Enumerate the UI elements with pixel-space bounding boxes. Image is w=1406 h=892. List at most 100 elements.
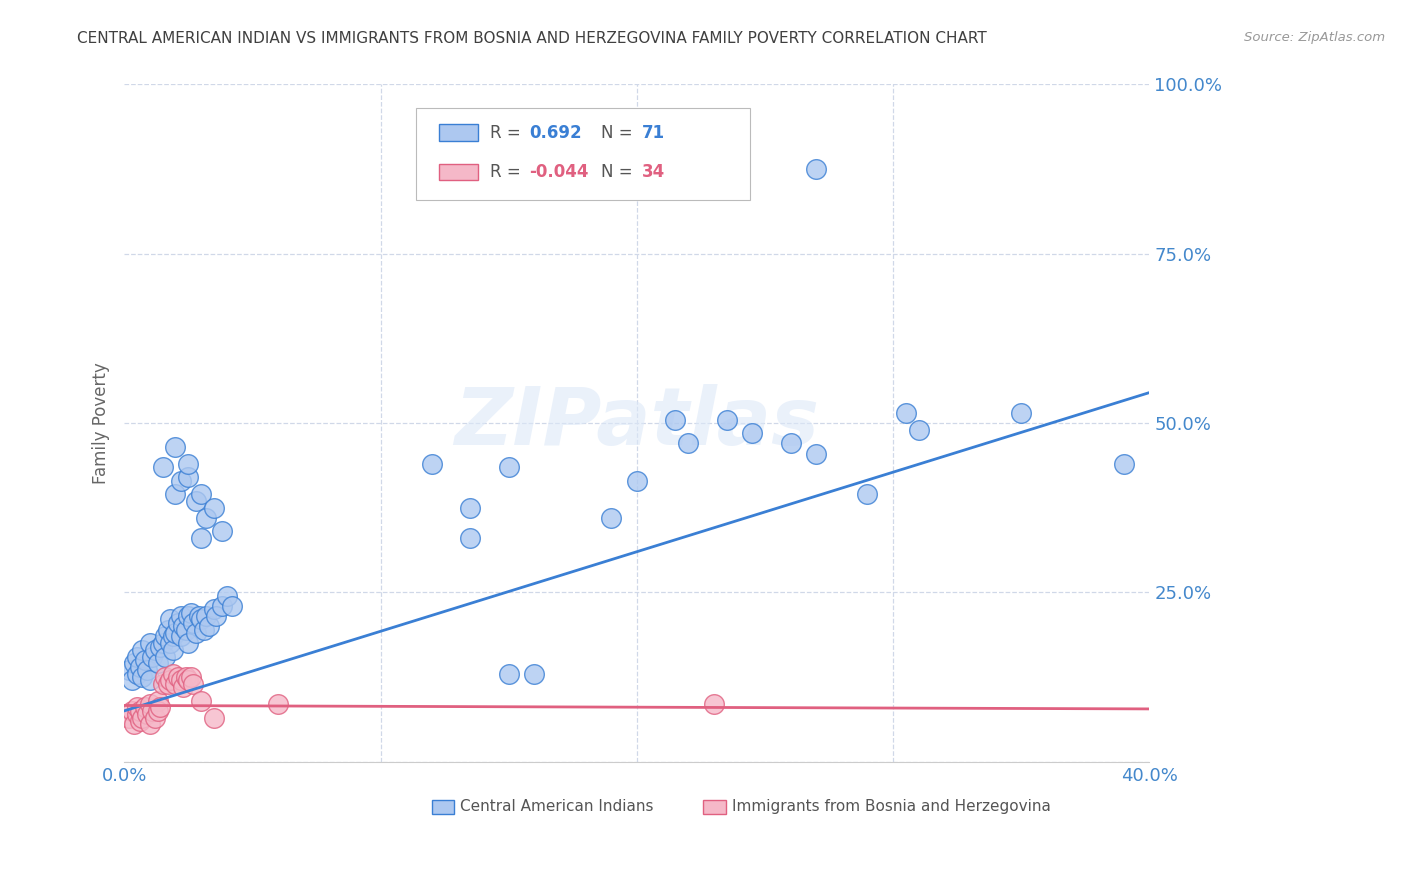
Point [149,640,172,654]
Point [121,673,143,688]
Point [600,511,623,525]
Bar [703,800,725,814]
Point [177,636,200,650]
Point [169,474,191,488]
Point [184,626,207,640]
Point [205,609,228,624]
Point [136,663,159,677]
Point [118,663,141,677]
Point [156,677,179,691]
Point [221,599,243,613]
Point [128,660,150,674]
Point [143,711,166,725]
Point [131,643,153,657]
Point [165,487,187,501]
Point [458,531,481,545]
Point [139,673,162,688]
Point [202,711,225,725]
Point [177,673,200,688]
Point [1010,406,1032,420]
Point [162,643,184,657]
Point [131,711,153,725]
Point [146,657,169,671]
Point [146,694,169,708]
Point [894,406,917,420]
Point [152,460,174,475]
Point [152,636,174,650]
Point [177,457,200,471]
Point [155,670,177,684]
Point [141,649,163,664]
Text: ZIPatlas: ZIPatlas [454,384,820,462]
Point [211,524,233,539]
Text: 34: 34 [643,163,665,181]
Point [155,649,177,664]
Text: Source: ZipAtlas.com: Source: ZipAtlas.com [1244,31,1385,45]
Point [131,670,153,684]
Point [165,677,187,691]
Text: -0.044: -0.044 [529,163,589,181]
Point [128,714,150,728]
Point [134,653,156,667]
Point [187,609,209,624]
Point [159,673,181,688]
Point [159,636,181,650]
Point [124,657,146,671]
Point [165,440,187,454]
Point [118,711,141,725]
Text: R =: R = [491,124,526,142]
Point [177,470,200,484]
Point [779,436,801,450]
Point [190,612,212,626]
Text: N =: N = [600,124,638,142]
Point [149,700,172,714]
Point [180,670,202,684]
Point [202,500,225,515]
Point [193,623,215,637]
Text: 0.692: 0.692 [529,124,582,142]
Point [676,436,699,450]
Point [907,423,929,437]
Point [172,619,194,633]
Point [806,446,828,460]
Point [211,599,233,613]
Point [139,717,162,731]
Point [174,670,197,684]
Point [703,697,725,711]
Point [523,666,546,681]
Point [195,511,218,525]
Point [162,629,184,643]
Point [202,602,225,616]
Point [139,697,162,711]
Point [190,531,212,545]
Text: R =: R = [491,163,526,181]
Point [167,615,190,630]
Text: Central American Indians: Central American Indians [461,799,654,814]
Point [267,697,290,711]
Point [420,457,443,471]
Point [174,623,197,637]
Point [162,666,184,681]
Point [156,623,179,637]
Point [124,717,146,731]
Point [146,704,169,718]
Point [155,629,177,643]
Point [172,680,194,694]
Point [1112,457,1135,471]
Point [806,162,828,177]
Point [856,487,879,501]
Point [190,487,212,501]
Point [498,666,520,681]
Text: Immigrants from Bosnia and Herzegovina: Immigrants from Bosnia and Herzegovina [733,799,1052,814]
Point [121,704,143,718]
Point [183,615,205,630]
Point [139,636,162,650]
Point [183,677,205,691]
Point [626,474,648,488]
Text: CENTRAL AMERICAN INDIAN VS IMMIGRANTS FROM BOSNIA AND HERZEGOVINA FAMILY POVERTY: CENTRAL AMERICAN INDIAN VS IMMIGRANTS FR… [77,31,987,46]
Point [125,707,148,722]
Point [195,609,218,624]
Point [198,619,221,633]
Y-axis label: Family Poverty: Family Poverty [93,362,110,484]
Point [169,673,191,688]
